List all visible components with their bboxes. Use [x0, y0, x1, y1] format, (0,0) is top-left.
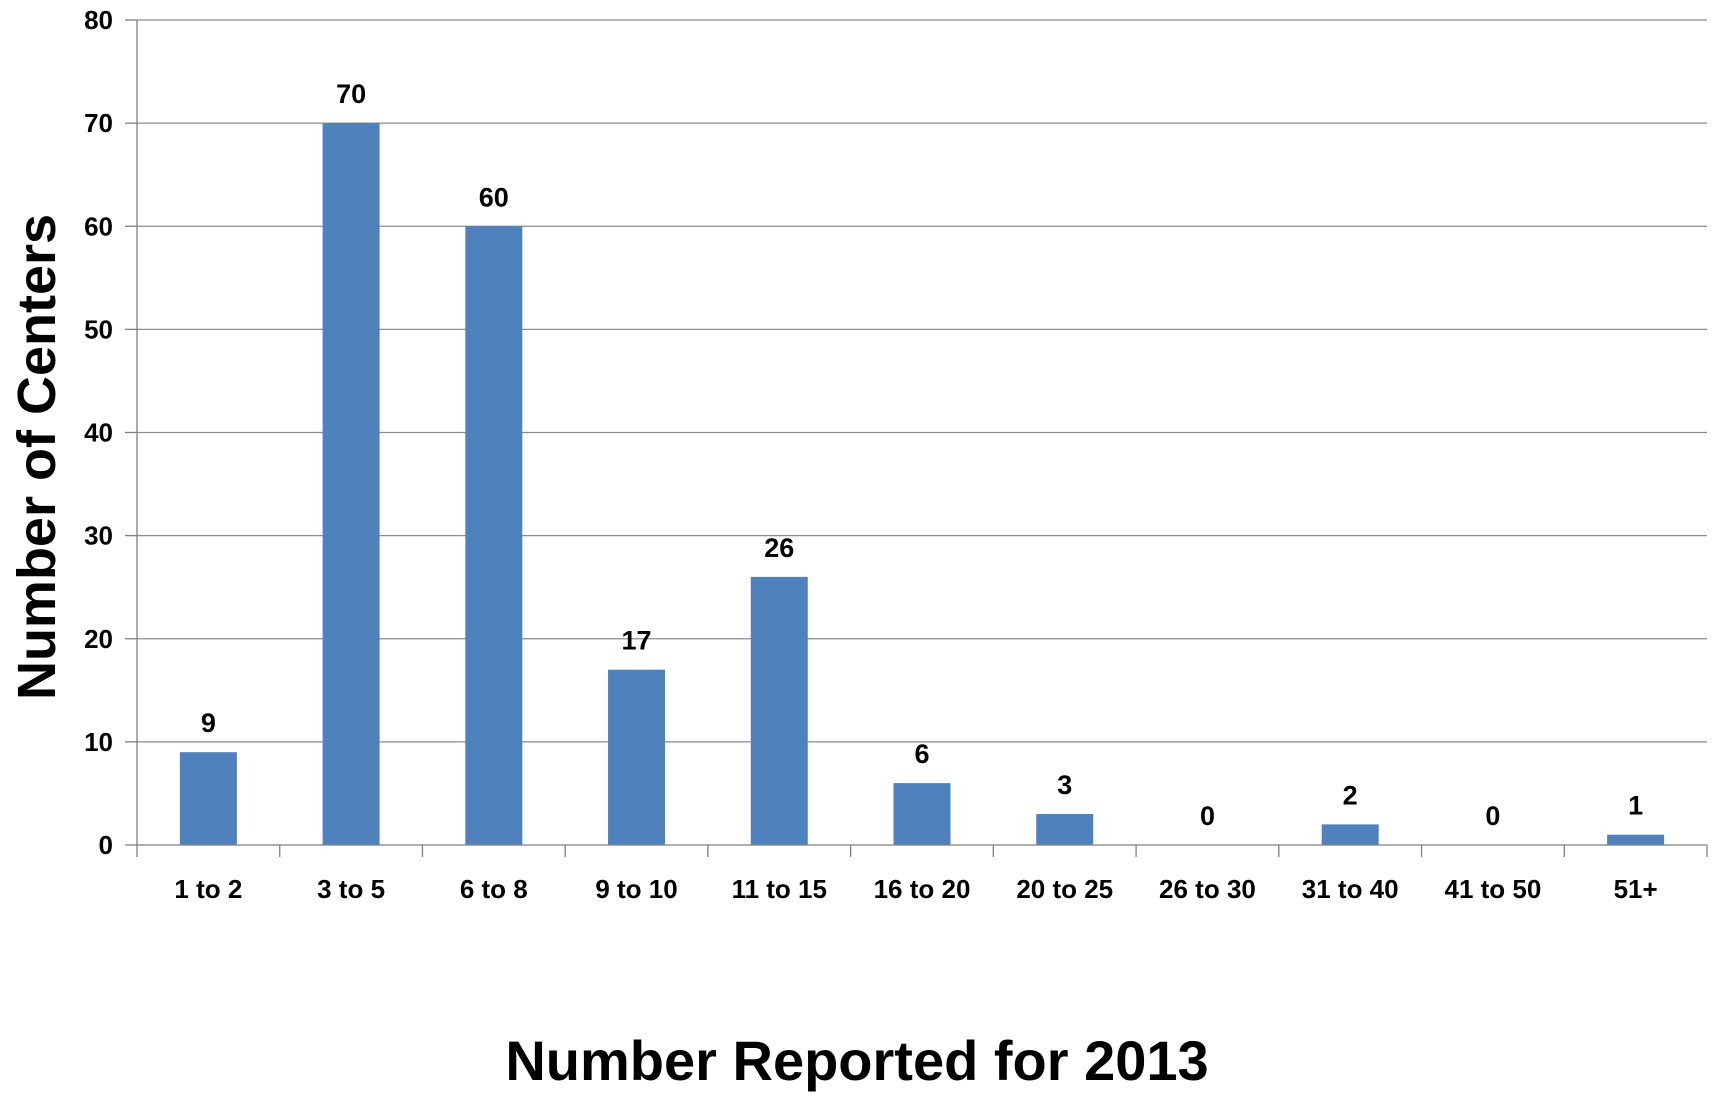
bar	[322, 123, 380, 845]
data-label: 0	[1200, 801, 1215, 831]
y-tick-label: 30	[84, 521, 113, 551]
data-labels: 9 70 60 17 26 6 3 0 2 0 1	[201, 79, 1643, 831]
y-tick-label: 80	[84, 5, 113, 35]
y-tick-label: 0	[99, 830, 113, 860]
x-tick-labels: 1 to 2 3 to 5 6 to 8 9 to 10 11 to 15 16 to 2…	[174, 874, 1657, 904]
x-tick-label: 31 to 40	[1302, 874, 1399, 904]
y-tick-labels: 0 10 20 30 40 50 60 70 80	[84, 5, 113, 860]
bar	[750, 576, 808, 845]
bar	[1036, 814, 1094, 845]
y-tick-label: 20	[84, 624, 113, 654]
x-tick-label: 11 to 15	[732, 874, 827, 904]
bar	[179, 752, 237, 845]
data-label: 0	[1485, 801, 1500, 831]
y-tick-label: 10	[84, 727, 113, 757]
data-label: 60	[479, 182, 509, 212]
x-tick-label: 6 to 8	[460, 874, 528, 904]
x-tick-label: 16 to 20	[874, 874, 971, 904]
bar	[465, 226, 523, 845]
x-tick-label: 20 to 25	[1016, 874, 1113, 904]
bar	[893, 783, 951, 845]
y-tick-label: 40	[84, 418, 113, 448]
bar	[1607, 834, 1665, 845]
data-label: 26	[764, 533, 794, 563]
x-axis-title: Number Reported for 2013	[505, 1029, 1208, 1092]
y-axis-title: Number of Centers	[7, 214, 67, 700]
y-tick-label: 50	[84, 314, 113, 344]
bar	[1321, 824, 1379, 845]
data-label: 70	[336, 79, 366, 109]
data-label: 9	[201, 708, 216, 738]
data-label: 1	[1628, 791, 1643, 821]
x-tick-label: 1 to 2	[174, 874, 242, 904]
data-label: 2	[1343, 780, 1358, 810]
y-tick-label: 60	[84, 211, 113, 241]
x-tick-label: 51+	[1614, 874, 1658, 904]
bars	[179, 123, 1665, 845]
y-tick-label: 70	[84, 108, 113, 138]
gridlines	[137, 19, 1707, 743]
x-tick-label: 3 to 5	[317, 874, 385, 904]
data-label: 17	[622, 626, 652, 656]
x-tick-label: 41 to 50	[1444, 874, 1541, 904]
data-label: 6	[914, 739, 929, 769]
bar	[608, 669, 666, 845]
x-tick-label: 26 to 30	[1159, 874, 1256, 904]
axes	[125, 19, 1708, 857]
x-tick-label: 9 to 10	[595, 874, 677, 904]
data-label: 3	[1057, 770, 1072, 800]
